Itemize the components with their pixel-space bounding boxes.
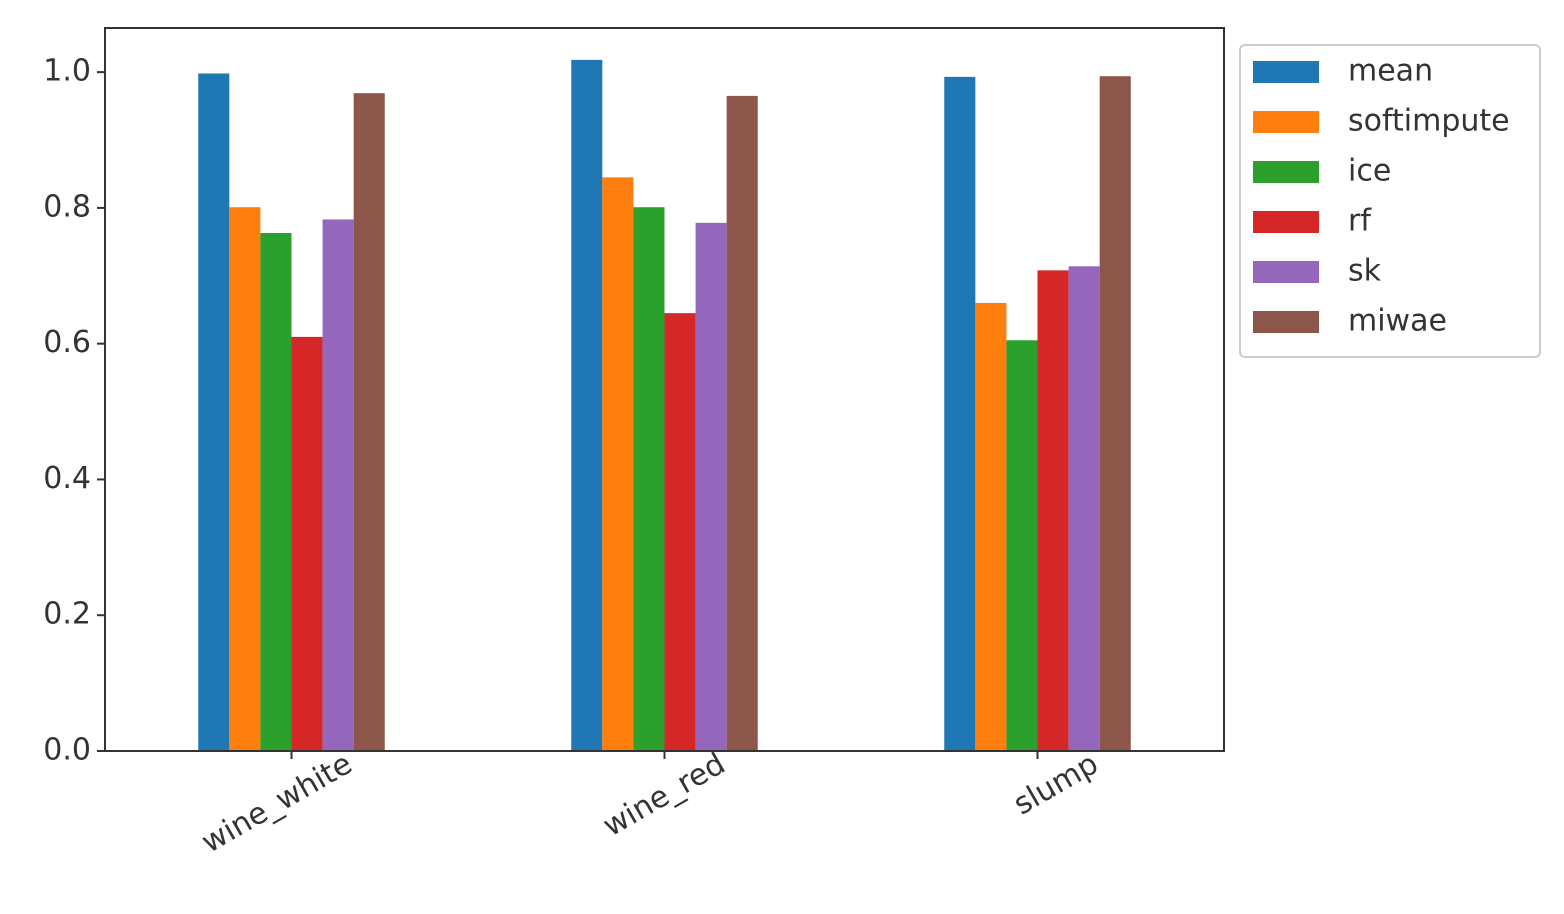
y-tick-label: 1.0	[43, 54, 91, 89]
bar	[664, 313, 696, 751]
y-tick-label: 0.8	[43, 189, 91, 224]
y-tick-label: 0.6	[43, 325, 91, 360]
legend-swatch	[1253, 61, 1319, 83]
legend-label: sk	[1348, 254, 1382, 289]
legend-label: mean	[1348, 54, 1433, 89]
legend-label: rf	[1348, 204, 1372, 239]
bar	[1006, 340, 1038, 751]
bar	[944, 76, 976, 751]
legend-swatch	[1253, 311, 1319, 333]
bar	[633, 207, 665, 751]
bar	[322, 219, 354, 751]
plot-frame	[104, 27, 1225, 752]
bar	[353, 93, 385, 752]
legend-swatch	[1253, 211, 1319, 233]
bar	[1037, 270, 1069, 751]
legend-swatch	[1253, 111, 1319, 133]
bar	[726, 95, 758, 751]
bar	[1099, 76, 1131, 751]
bar	[260, 233, 292, 751]
legend-label: miwae	[1348, 304, 1447, 339]
bar	[198, 73, 230, 752]
y-tick-label: 0.0	[43, 733, 91, 768]
bar	[695, 222, 727, 752]
legend-label: ice	[1348, 154, 1391, 189]
bar	[1068, 266, 1100, 751]
legend-swatch	[1253, 261, 1319, 283]
bar	[229, 207, 261, 751]
bar	[571, 59, 603, 751]
legend-swatch	[1253, 161, 1319, 183]
bar	[602, 177, 634, 751]
legend-label: softimpute	[1348, 104, 1510, 139]
y-tick-label: 0.2	[43, 597, 91, 632]
bar	[291, 336, 323, 751]
bar	[975, 302, 1007, 751]
y-tick-label: 0.4	[43, 461, 91, 496]
